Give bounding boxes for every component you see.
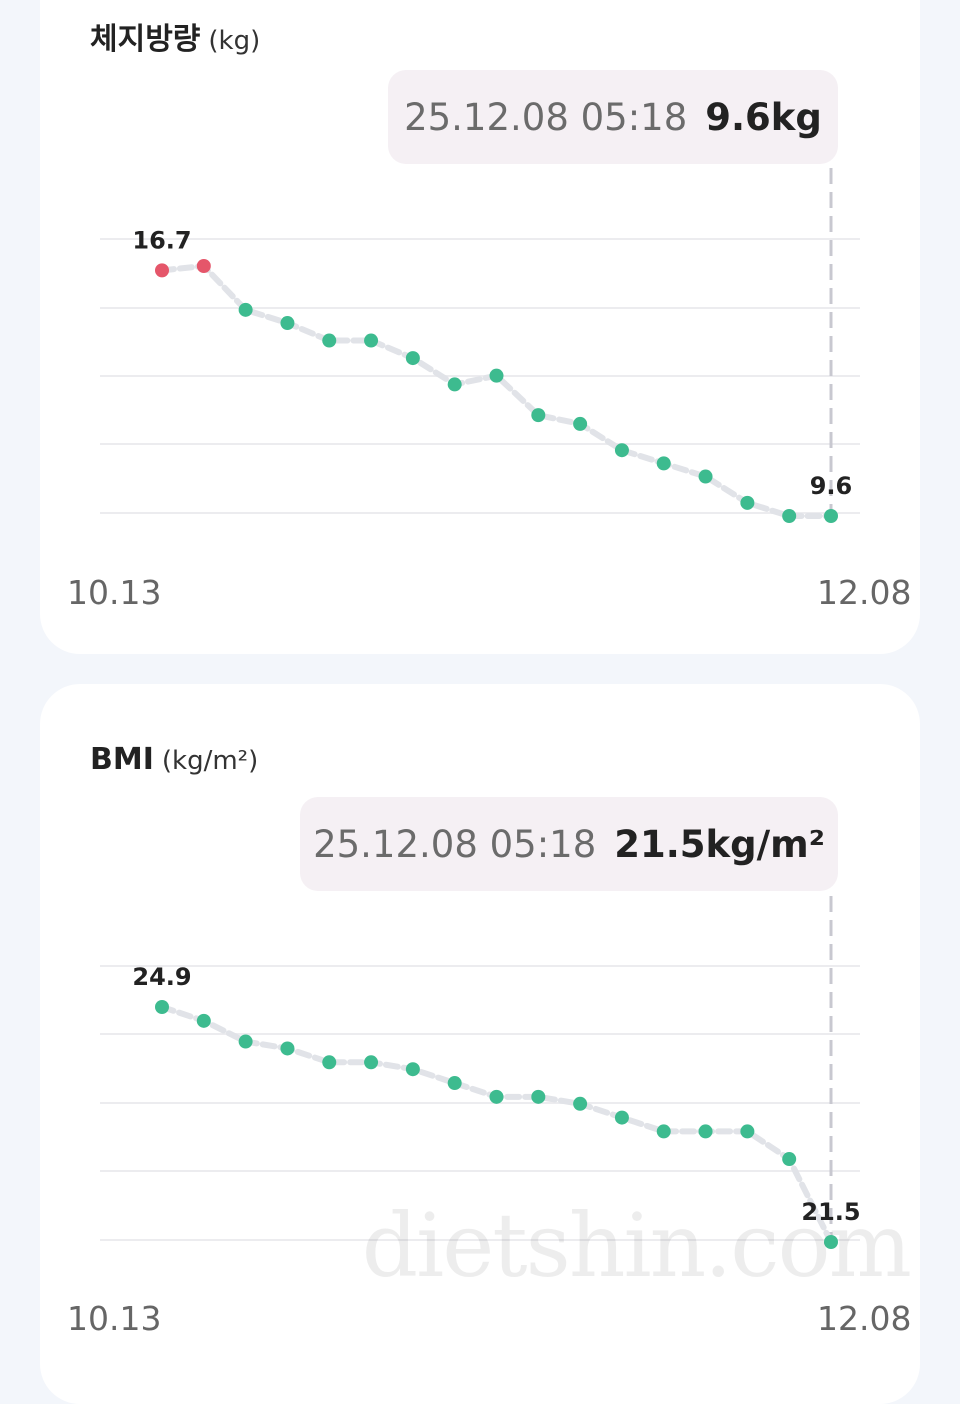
- data-point: [322, 1055, 337, 1070]
- bmi-line-chart[interactable]: 24.9 21.5: [40, 684, 920, 1404]
- data-point: [238, 302, 253, 317]
- data-point: [573, 1096, 588, 1111]
- data-point: [489, 1089, 504, 1104]
- tooltip-value: 9.6kg: [705, 95, 822, 139]
- data-point: [656, 1124, 671, 1139]
- data-point: [364, 1055, 379, 1070]
- chart-title: 체지방량 (kg): [90, 14, 260, 58]
- data-point: [824, 509, 838, 523]
- tooltip-value: 21.5kg/m²: [614, 822, 825, 866]
- data-point: [782, 509, 797, 523]
- data-point: [782, 1152, 797, 1167]
- data-point: [405, 1062, 420, 1077]
- watermark-logo: dietshin.com: [361, 1194, 912, 1297]
- data-point: [614, 1110, 629, 1125]
- data-point: [196, 1013, 211, 1028]
- data-label: 16.7: [132, 226, 191, 254]
- x-axis-start-label: 10.13: [67, 573, 162, 612]
- data-label: 24.9: [132, 963, 191, 991]
- data-point: [656, 456, 671, 471]
- tooltip-date: 25.12.08 05:18: [404, 95, 688, 139]
- series-line: [159, 263, 834, 519]
- x-axis-end-label: 12.08: [817, 1299, 912, 1338]
- selected-point-tooltip: 25.12.08 05:18 21.5kg/m²: [300, 797, 838, 891]
- chart-title-text: BMI: [90, 742, 154, 777]
- data-point: [740, 1124, 755, 1139]
- data-point: [698, 1124, 713, 1139]
- data-point: [698, 469, 713, 484]
- data-point: [489, 368, 504, 383]
- data-point: [447, 1076, 462, 1091]
- data-point: [364, 333, 379, 348]
- data-point: [531, 408, 546, 423]
- data-label: 21.5: [801, 1198, 860, 1226]
- chart-unit: (kg/m²): [161, 746, 259, 776]
- chart-unit: (kg): [208, 26, 261, 56]
- data-point: [280, 1041, 295, 1056]
- data-point: [824, 1235, 838, 1249]
- chart-title: BMI (kg/m²): [90, 742, 258, 777]
- data-point: [405, 351, 420, 366]
- data-point: [531, 1089, 546, 1104]
- x-axis-start-label: 10.13: [67, 1299, 162, 1338]
- data-point: [155, 263, 169, 278]
- data-label: 9.6: [810, 472, 853, 500]
- data-point: [614, 443, 629, 458]
- data-point: [238, 1034, 253, 1049]
- data-point: [740, 495, 755, 510]
- chart-title-text: 체지방량: [90, 22, 201, 57]
- data-point: [573, 416, 588, 431]
- body-fat-line-chart[interactable]: 16.7 9.6: [40, 0, 920, 654]
- data-point: [322, 333, 337, 348]
- x-axis-end-label: 12.08: [817, 573, 912, 612]
- body-fat-card: 체지방량 (kg) 25.12.08 05:18 9.6kg 16.7 9.6 10.…: [40, 0, 920, 654]
- data-point: [447, 377, 462, 392]
- data-point: [196, 259, 211, 273]
- tooltip-date: 25.12.08 05:18: [313, 822, 597, 866]
- selected-point-tooltip: 25.12.08 05:18 9.6kg: [388, 70, 838, 164]
- data-point: [280, 316, 295, 331]
- data-point: [155, 1000, 169, 1014]
- bmi-card: BMI (kg/m²) 25.12.08 05:18 21.5kg/m² 24.9 2…: [40, 684, 920, 1404]
